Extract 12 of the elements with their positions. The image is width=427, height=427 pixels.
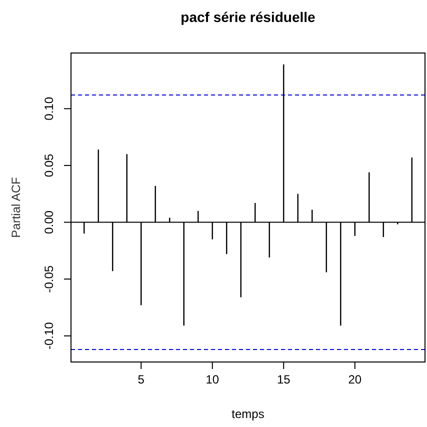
y-tick-label: -0.05 xyxy=(42,265,56,293)
y-axis-title: Partial ACF xyxy=(9,177,23,238)
y-tick-label: 0.05 xyxy=(42,153,56,178)
x-tick-label: 5 xyxy=(138,372,145,387)
x-tick-label: 15 xyxy=(276,372,291,387)
chart-title: pacf série résiduelle xyxy=(180,9,316,25)
x-axis-title: temps xyxy=(232,407,264,421)
x-tick-label: 10 xyxy=(206,372,220,387)
x-tick-label: 20 xyxy=(348,372,362,387)
y-tick-label: -0.10 xyxy=(42,322,56,350)
y-tick-label: 0.00 xyxy=(42,210,56,234)
y-tick-label: 0.10 xyxy=(42,96,56,120)
